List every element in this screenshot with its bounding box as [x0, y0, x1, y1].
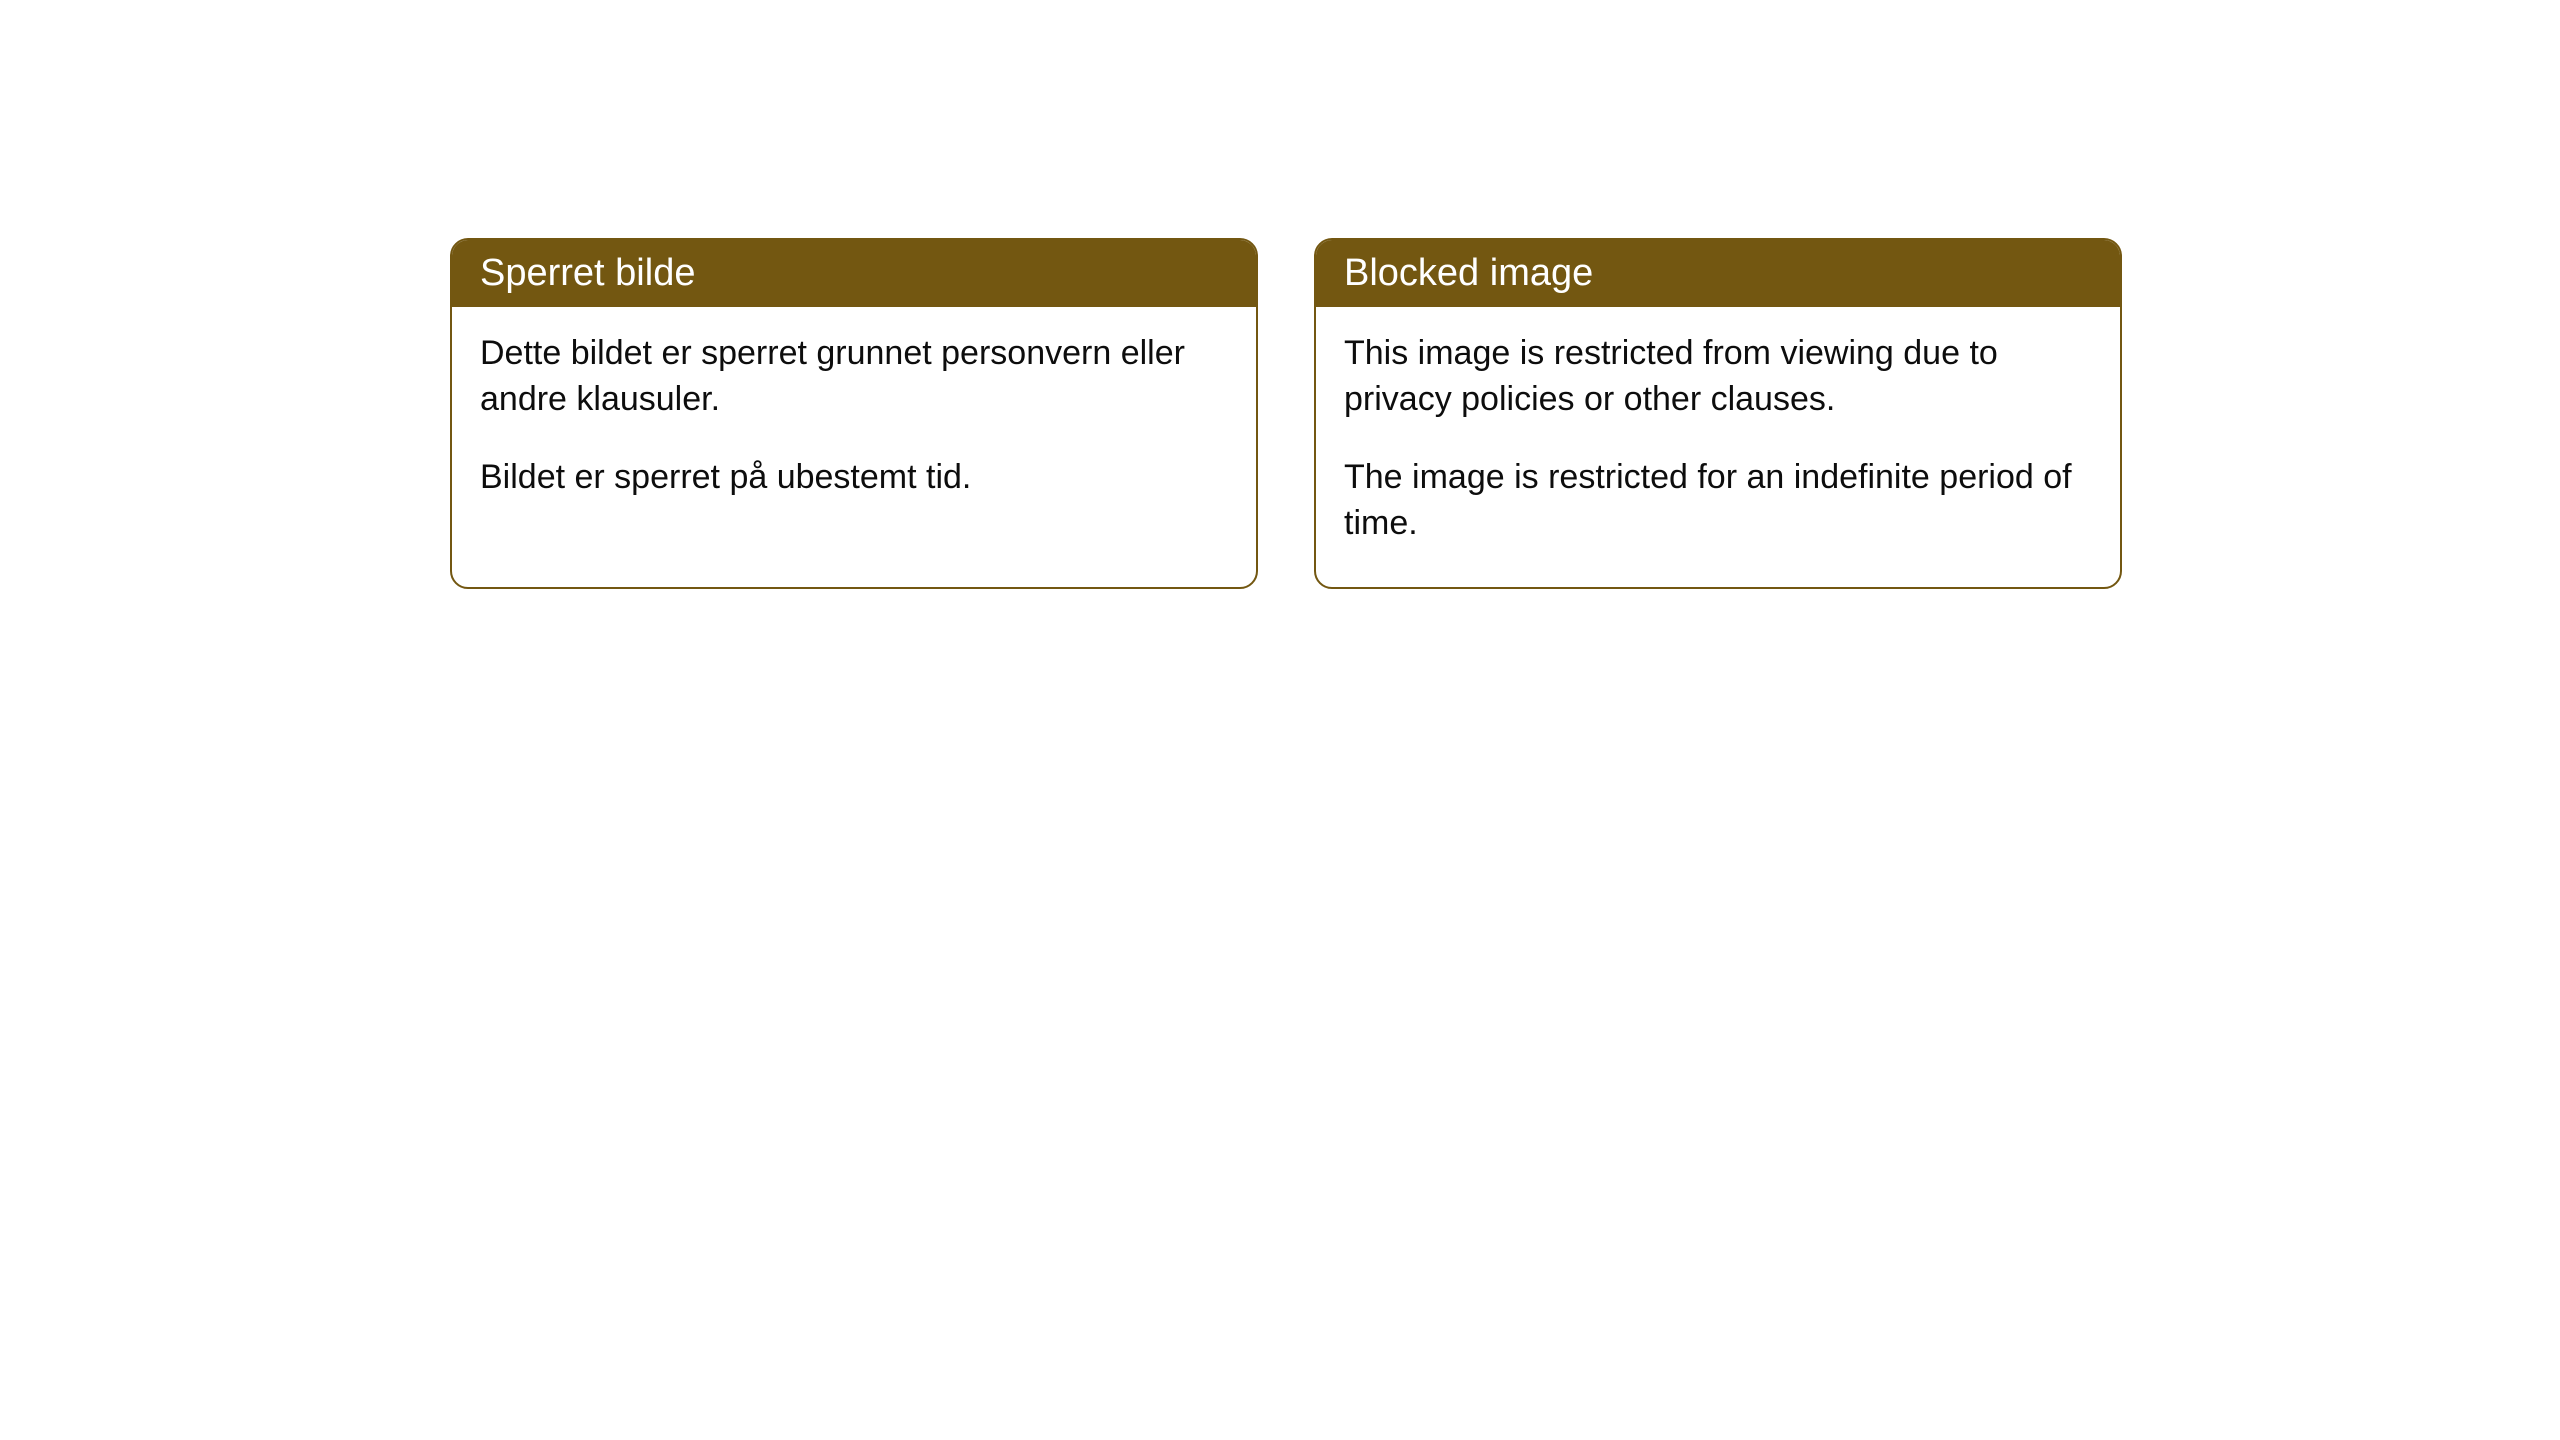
card-header: Blocked image: [1316, 240, 2120, 307]
card-body: This image is restricted from viewing du…: [1316, 307, 2120, 587]
card-paragraph: Dette bildet er sperret grunnet personve…: [480, 331, 1228, 423]
notice-card-english: Blocked image This image is restricted f…: [1314, 238, 2122, 589]
card-body: Dette bildet er sperret grunnet personve…: [452, 307, 1256, 541]
card-paragraph: Bildet er sperret på ubestemt tid.: [480, 455, 1228, 501]
notice-container: Sperret bilde Dette bildet er sperret gr…: [450, 238, 2122, 589]
card-header: Sperret bilde: [452, 240, 1256, 307]
notice-card-norwegian: Sperret bilde Dette bildet er sperret gr…: [450, 238, 1258, 589]
card-paragraph: This image is restricted from viewing du…: [1344, 331, 2092, 423]
card-paragraph: The image is restricted for an indefinit…: [1344, 455, 2092, 547]
